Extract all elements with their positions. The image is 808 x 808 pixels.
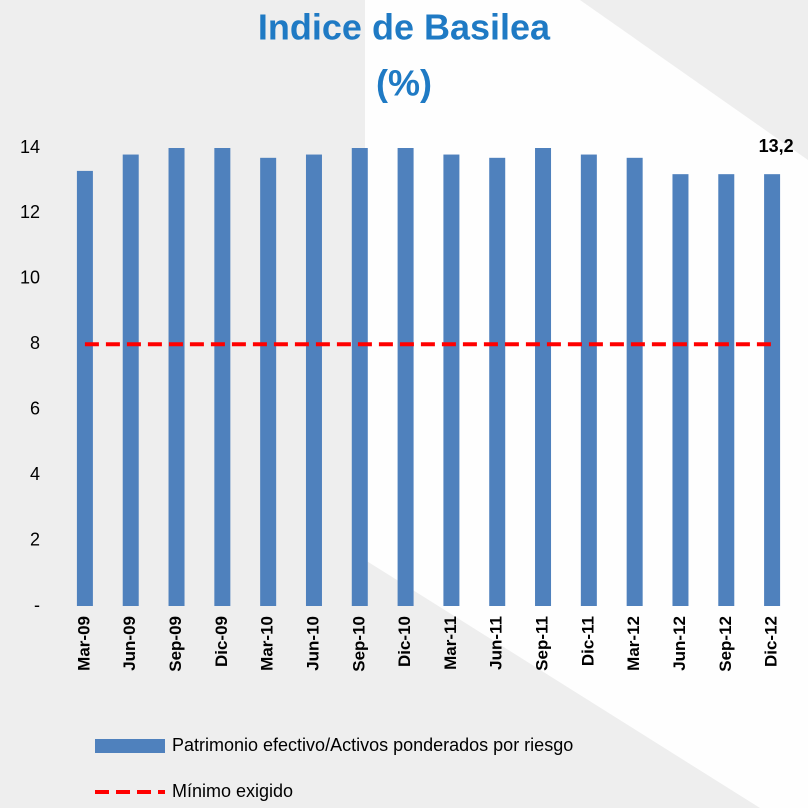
y-tick-label: 10 xyxy=(20,268,40,288)
bar xyxy=(489,157,506,607)
bar xyxy=(397,148,414,606)
x-tick-label: Mar-11 xyxy=(441,616,460,670)
bar xyxy=(260,157,277,607)
y-tick-label: 2 xyxy=(30,529,40,549)
x-tick-label: Sep-09 xyxy=(166,616,185,672)
legend-label: Mínimo exigido xyxy=(172,781,293,801)
legend-label: Patrimonio efectivo/Activos ponderados p… xyxy=(172,735,573,755)
x-tick-label: Mar-10 xyxy=(258,616,277,671)
x-tick-label: Sep-10 xyxy=(349,616,368,672)
bar xyxy=(443,154,460,607)
bar xyxy=(122,154,139,607)
bar xyxy=(672,174,689,606)
x-tick-label: Mar-09 xyxy=(74,616,93,671)
bar xyxy=(718,174,735,606)
y-tick-label: - xyxy=(34,595,40,615)
x-tick-label: Dic-11 xyxy=(578,616,597,666)
bar xyxy=(580,154,597,607)
y-tick-label: 4 xyxy=(30,464,40,484)
bar xyxy=(214,148,231,606)
chart-title: Indice de Basilea xyxy=(258,7,551,48)
data-label: 13,2 xyxy=(759,136,794,156)
y-tick-label: 14 xyxy=(20,137,40,157)
bar xyxy=(626,157,643,607)
x-tick-label: Mar-12 xyxy=(624,616,643,671)
x-tick-label: Jun-10 xyxy=(303,616,322,671)
legend-swatch xyxy=(95,739,165,753)
x-tick-label: Dic-09 xyxy=(212,616,231,667)
y-tick-label: 8 xyxy=(30,333,40,353)
x-tick-label: Dic-10 xyxy=(395,616,414,667)
x-tick-label: Sep-11 xyxy=(533,616,552,671)
bar xyxy=(764,174,781,606)
bar xyxy=(351,148,368,606)
bar xyxy=(76,170,93,606)
bar xyxy=(305,154,322,607)
bar xyxy=(535,148,552,606)
x-tick-label: Jun-12 xyxy=(670,616,689,671)
x-tick-label: Jun-09 xyxy=(120,616,139,671)
x-tick-label: Dic-12 xyxy=(762,616,781,667)
chart-subtitle: (%) xyxy=(376,63,432,104)
x-tick-label: Sep-12 xyxy=(716,616,735,672)
x-tick-label: Jun-11 xyxy=(487,616,506,670)
bar xyxy=(168,148,185,606)
y-tick-label: 12 xyxy=(20,202,40,222)
y-tick-label: 6 xyxy=(30,398,40,418)
